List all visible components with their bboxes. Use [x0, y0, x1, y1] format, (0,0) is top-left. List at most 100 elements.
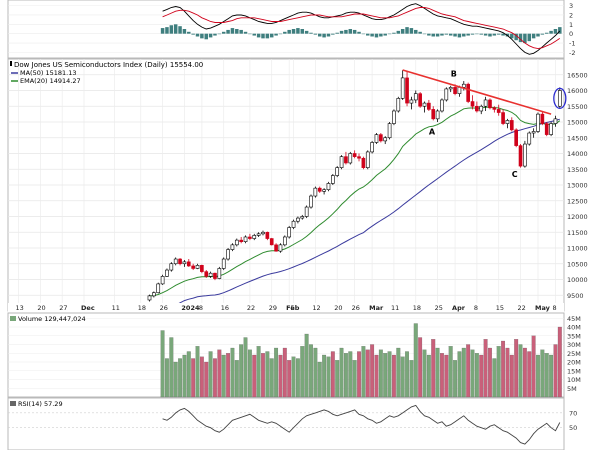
candle-body — [405, 77, 409, 104]
volume-bar — [387, 351, 392, 398]
volume-bar — [208, 351, 213, 398]
macd-histogram-bar — [392, 32, 396, 34]
rsi-gridlines — [8, 412, 564, 429]
macd-histogram-bar — [248, 33, 252, 35]
volume-bar — [291, 356, 296, 398]
candlesticks — [147, 70, 562, 302]
macd-histogram-bar — [335, 32, 339, 34]
candle-body — [379, 134, 383, 142]
volume-bar — [234, 360, 239, 398]
candle-body — [339, 156, 344, 168]
volume-legend-swatch — [10, 316, 16, 321]
candle-body — [352, 153, 357, 157]
rsi-line — [162, 404, 561, 445]
candle-body — [200, 265, 204, 272]
candle-body — [287, 227, 292, 238]
macd-histogram-bar — [496, 33, 501, 35]
x-axis-label: Mar — [369, 304, 384, 312]
macd-histogram-bar — [357, 31, 361, 34]
x-axis-label: 15 — [496, 304, 504, 312]
candle-body — [501, 112, 505, 124]
macd-histogram-bar — [291, 29, 296, 34]
volume-tick-label: 40M — [567, 324, 581, 332]
price-tick-label: 9500 — [567, 292, 584, 300]
candle-body — [396, 98, 401, 112]
candle-body — [226, 249, 230, 260]
volume-bar — [309, 344, 313, 398]
candle-body — [488, 99, 492, 109]
candle-body — [335, 167, 340, 176]
x-axis-label: 2024 — [181, 304, 200, 312]
volume-bar — [474, 353, 479, 398]
candle-body — [221, 258, 226, 269]
volume-bar — [265, 351, 270, 398]
volume-bar — [522, 347, 527, 398]
macd-histogram-bar — [444, 33, 449, 35]
macd-histogram-bar — [483, 33, 488, 36]
macd-tick-label: 3 — [569, 2, 573, 10]
macd-panel: 32 10 -1-2 — [7, 0, 575, 59]
macd-histogram-bar — [466, 33, 470, 36]
price-panel: 9500 10000 10500 11000 11500 12000 12500 13000 1… — [7, 58, 588, 312]
annotation-c: C — [512, 170, 518, 179]
candle-body — [466, 83, 470, 102]
macd-histogram-bar — [182, 29, 187, 34]
volume-bar — [243, 337, 248, 398]
candle-body — [483, 99, 488, 107]
candle-body — [409, 99, 414, 104]
macd-histogram — [160, 24, 562, 44]
candle-body — [557, 90, 562, 107]
macd-y-axis: 32 10 -1-2 — [569, 2, 575, 57]
macd-histogram-bar — [317, 33, 322, 37]
candle-body — [523, 143, 527, 167]
price-tick-label: 15000 — [567, 119, 588, 127]
volume-bar — [392, 354, 396, 398]
x-axis-label: 20 — [334, 304, 342, 312]
candle-body — [492, 107, 497, 110]
volume-bar — [195, 346, 200, 398]
candle-body — [278, 244, 283, 252]
ma50-legend-label: MA(50) 15181.13 — [20, 69, 76, 77]
volume-bar — [496, 346, 501, 398]
candle-body — [182, 261, 187, 265]
volume-bar — [326, 356, 331, 398]
macd-histogram-bar — [230, 28, 235, 34]
volume-bar — [295, 358, 300, 398]
candle-body — [435, 110, 440, 120]
x-axis-label: 11 — [391, 304, 399, 312]
candle-body — [392, 110, 396, 124]
volume-tick-label: 25M — [567, 350, 581, 358]
volume-bar — [317, 361, 322, 398]
volume-bar — [287, 360, 292, 398]
macd-histogram-bar — [165, 27, 169, 34]
candle-body — [169, 263, 174, 271]
candle-body — [147, 295, 152, 301]
candle-body — [448, 87, 453, 90]
volume-bar — [378, 349, 383, 398]
volume-bar — [536, 354, 540, 398]
macd-histogram-bar — [195, 33, 200, 37]
macd-histogram-bar — [536, 33, 540, 37]
candle-body — [549, 123, 553, 135]
volume-bar — [374, 354, 379, 398]
macd-histogram-bar — [235, 29, 239, 34]
volume-bar — [483, 339, 488, 398]
volume-bar — [365, 349, 370, 398]
volume-bar — [518, 344, 523, 398]
volume-bar — [509, 354, 514, 398]
volume-bar — [418, 337, 423, 398]
volume-bar — [357, 351, 361, 398]
macd-histogram-bar — [453, 33, 457, 37]
macd-tick-label: 1 — [569, 21, 573, 29]
candle-body — [496, 109, 501, 113]
trendline — [402, 69, 567, 115]
x-axis-label: May — [535, 304, 551, 312]
volume-label: Volume 129,447,024 — [18, 315, 86, 323]
x-axis-label: 22 — [518, 304, 526, 312]
candle-body — [230, 244, 235, 250]
volume-bar — [461, 347, 466, 398]
volume-bars — [160, 323, 562, 398]
volume-bar — [330, 351, 335, 398]
candle-body — [374, 134, 379, 143]
